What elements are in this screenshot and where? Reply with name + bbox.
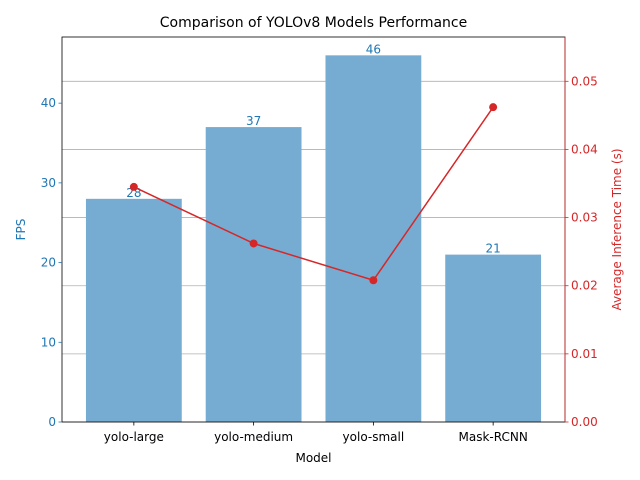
bar-series (85, 55, 542, 423)
bar (205, 127, 302, 423)
bar (445, 254, 542, 422)
inference-time-point (369, 276, 378, 285)
y-tick-label-right: 0.01 (571, 347, 598, 361)
y-tick-label-right: 0.04 (571, 142, 598, 156)
x-tick-label: yolo-large (104, 430, 164, 444)
x-axis-label: Model (295, 451, 331, 465)
axes: 0 10 20 30 40 0.00 0.01 0.02 0.03 0.04 0.05 yolo-la… (41, 36, 598, 444)
chart-title: Comparison of YOLOv8 Models Performance (160, 15, 467, 31)
bar (85, 198, 182, 422)
y-tick-label-right: 0.00 (571, 415, 598, 429)
y-tick-label-left: 20 (41, 256, 56, 270)
y-axis-label-right: Average Inference Time (s) (610, 148, 624, 310)
bar-data-label: 46 (366, 42, 381, 56)
inference-time-point (129, 182, 138, 191)
y-tick-label-left: 0 (48, 415, 56, 429)
y-tick-label-right: 0.03 (571, 211, 598, 225)
bar (325, 55, 422, 422)
inference-time-series (129, 103, 498, 285)
x-tick-label: Mask-RCNN (458, 430, 527, 444)
y-tick-label-left: 30 (41, 176, 56, 190)
y-tick-label-left: 40 (41, 96, 56, 110)
inference-time-point (489, 103, 498, 112)
inference-time-point (249, 239, 258, 248)
x-tick-label: yolo-medium (214, 430, 293, 444)
y-tick-label-left: 10 (41, 335, 56, 349)
y-tick-label-right: 0.02 (571, 279, 598, 293)
y-tick-label-right: 0.05 (571, 74, 598, 88)
bar-data-label: 37 (246, 114, 261, 128)
inference-time-line (133, 106, 494, 282)
bar-data-label: 21 (486, 242, 501, 256)
y-axis-label-left: FPS (14, 219, 28, 241)
x-tick-label: yolo-small (343, 430, 405, 444)
